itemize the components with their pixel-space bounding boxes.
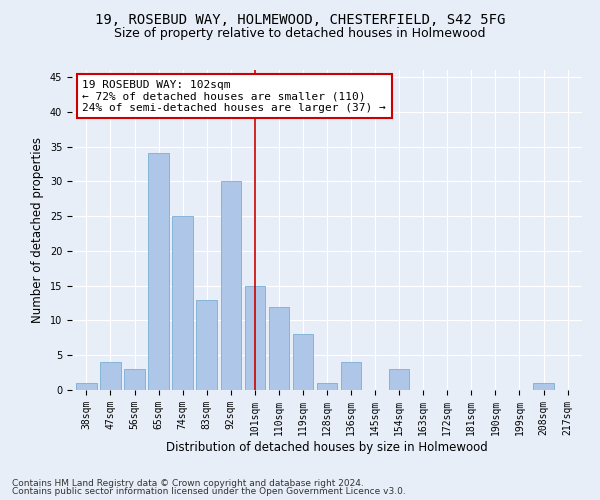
Y-axis label: Number of detached properties: Number of detached properties bbox=[31, 137, 44, 323]
Bar bbox=[341, 362, 361, 390]
Text: 19 ROSEBUD WAY: 102sqm
← 72% of detached houses are smaller (110)
24% of semi-de: 19 ROSEBUD WAY: 102sqm ← 72% of detached… bbox=[82, 80, 386, 113]
Bar bbox=[76, 383, 97, 390]
Bar bbox=[124, 369, 145, 390]
Bar bbox=[269, 306, 289, 390]
Bar bbox=[245, 286, 265, 390]
Bar bbox=[293, 334, 313, 390]
Bar bbox=[533, 383, 554, 390]
X-axis label: Distribution of detached houses by size in Holmewood: Distribution of detached houses by size … bbox=[166, 440, 488, 454]
Bar bbox=[389, 369, 409, 390]
Bar bbox=[221, 182, 241, 390]
Text: Contains public sector information licensed under the Open Government Licence v3: Contains public sector information licen… bbox=[12, 487, 406, 496]
Text: Contains HM Land Registry data © Crown copyright and database right 2024.: Contains HM Land Registry data © Crown c… bbox=[12, 478, 364, 488]
Bar bbox=[148, 154, 169, 390]
Bar bbox=[317, 383, 337, 390]
Text: Size of property relative to detached houses in Holmewood: Size of property relative to detached ho… bbox=[114, 28, 486, 40]
Bar bbox=[100, 362, 121, 390]
Text: 19, ROSEBUD WAY, HOLMEWOOD, CHESTERFIELD, S42 5FG: 19, ROSEBUD WAY, HOLMEWOOD, CHESTERFIELD… bbox=[95, 12, 505, 26]
Bar bbox=[196, 300, 217, 390]
Bar bbox=[172, 216, 193, 390]
